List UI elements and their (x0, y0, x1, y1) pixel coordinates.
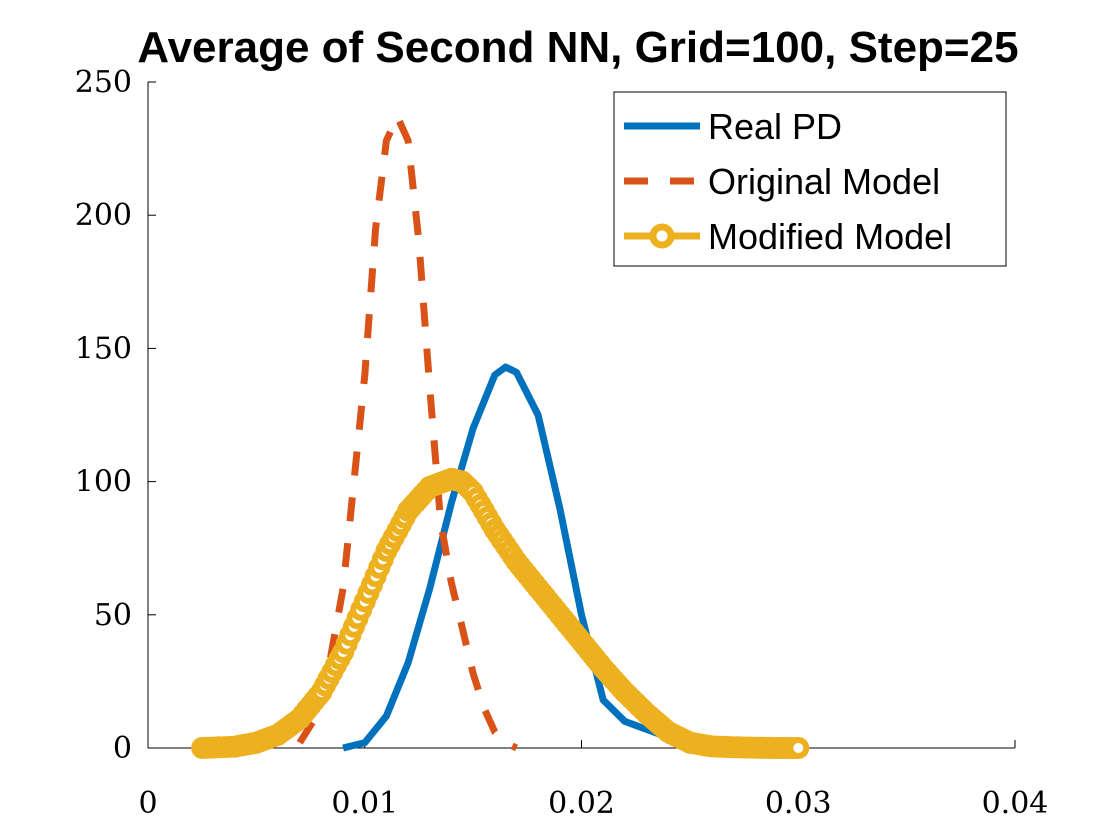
y-tick-label: 50 (94, 598, 132, 633)
data-point (787, 737, 810, 759)
y-ticks: 0 50 100 150 200 250 (75, 65, 156, 766)
x-tick-label: 0.01 (331, 786, 398, 821)
y-tick-label: 150 (75, 331, 132, 366)
legend-marker-modified-model (649, 223, 675, 249)
legend-label-modified-model: Modified Model (708, 216, 952, 257)
y-tick-label: 0 (113, 731, 132, 766)
x-tick-label: 0.02 (548, 786, 615, 821)
x-ticks: 0 0.01 0.02 0.03 0.04 (138, 740, 1048, 821)
y-tick-label: 200 (75, 198, 132, 233)
x-tick-label: 0.03 (765, 786, 832, 821)
chart-title: Average of Second NN, Grid=100, Step=25 (137, 23, 1018, 72)
legend-label-real-pd: Real PD (708, 106, 842, 147)
x-tick-label: 0.04 (982, 786, 1049, 821)
series-lines (191, 113, 810, 759)
series-markers-modified-model (191, 467, 810, 759)
plot-area: 0 0.01 0.02 0.03 0.04 0 50 100 150 200 250 (75, 65, 1049, 821)
series-line-original-model (296, 113, 519, 752)
y-tick-label: 100 (75, 465, 132, 500)
x-tick-label: 0 (138, 786, 157, 821)
y-tick-label: 250 (75, 65, 132, 100)
legend: Real PD Original Model Modified Model (613, 91, 1007, 267)
legend-label-original-model: Original Model (708, 161, 940, 202)
series-line-real-pd (342, 363, 734, 752)
